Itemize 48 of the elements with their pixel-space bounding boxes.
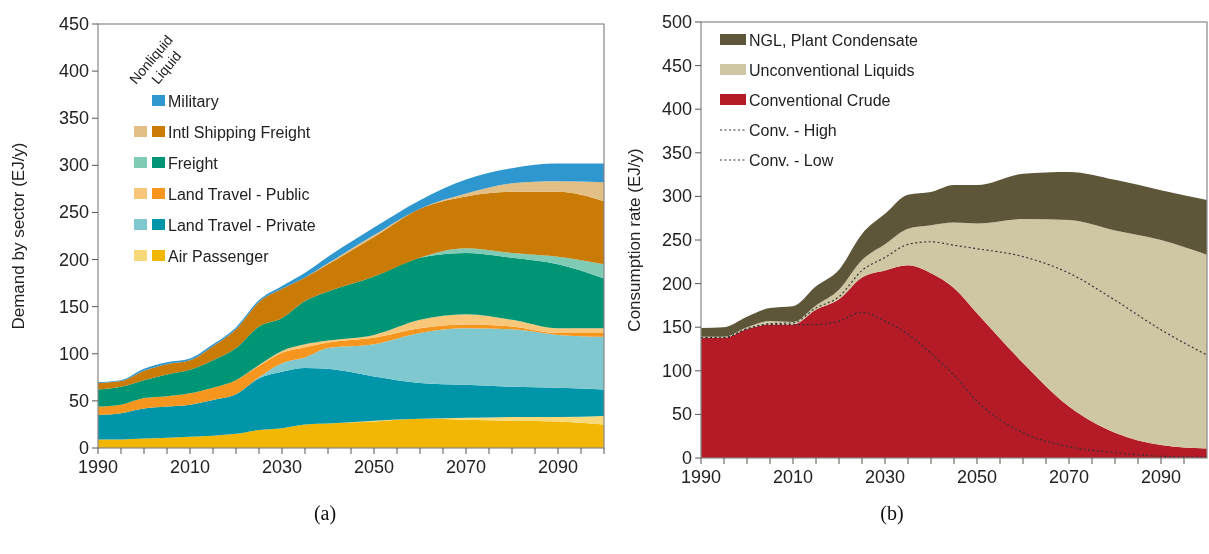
legend-label: Unconventional Liquids [749,62,915,79]
y-tick-label: 400 [58,61,89,82]
x-tick-label: 2050 [956,467,998,487]
y-tick-label: 450 [661,55,692,76]
x-tick-label: 1990 [680,467,722,487]
y-axis-title: Consumption rate (EJ/y) [625,148,644,332]
y-tick-label: 0 [681,448,692,468]
text: (b) [880,502,904,525]
legend-label: Land Travel - Public [168,186,310,203]
x-tick-label: 2090 [537,457,579,477]
y-tick-label: 350 [661,142,692,163]
legend-label: Conv. - Low [749,152,834,169]
y-tick-label: 50 [68,390,89,411]
legend-label: NGL, Plant Condensate [749,32,919,49]
y-tick-label: 0 [78,438,89,458]
x-tick-label: 2030 [864,467,906,487]
legend-label: Intl Shipping Freight [168,124,311,141]
y-tick-label: 250 [58,202,89,223]
y-tick-label: 200 [661,273,692,294]
y-tick-label: 150 [58,296,89,317]
x-tick-label: 2090 [1140,467,1182,487]
y-tick-label: 150 [661,317,692,338]
x-tick-label: 2070 [445,457,487,477]
legend-label: Land Travel - Private [168,217,316,234]
y-tick-label: 350 [58,108,89,129]
x-tick-label: 2030 [261,457,303,477]
legend-label: Air Passenger [168,248,270,265]
legend-label: Conv. - High [749,122,837,139]
y-tick-label: 100 [58,343,89,364]
y-tick-label: 450 [58,14,89,34]
y-tick-label: 300 [661,186,692,207]
x-tick-label: 2070 [1048,467,1090,487]
legend-label: Military [168,93,219,110]
y-axis-title: Demand by sector (EJ/y) [9,142,28,330]
x-tick-label: 2010 [169,457,211,477]
x-tick-label: 2010 [772,467,814,487]
y-tick-label: 50 [671,404,692,425]
x-tick-label: 2050 [353,457,395,477]
legend-label: Freight [168,155,219,172]
text: (a) [313,502,337,525]
y-tick-label: 500 [661,12,692,32]
y-tick-label: 100 [661,360,692,381]
legend-label: Conventional Crude [749,92,891,109]
y-tick-label: 250 [661,230,692,250]
y-tick-label: 300 [58,155,89,176]
y-tick-label: 400 [661,99,692,120]
x-tick-label: 1990 [77,457,119,477]
y-tick-label: 200 [58,249,89,270]
